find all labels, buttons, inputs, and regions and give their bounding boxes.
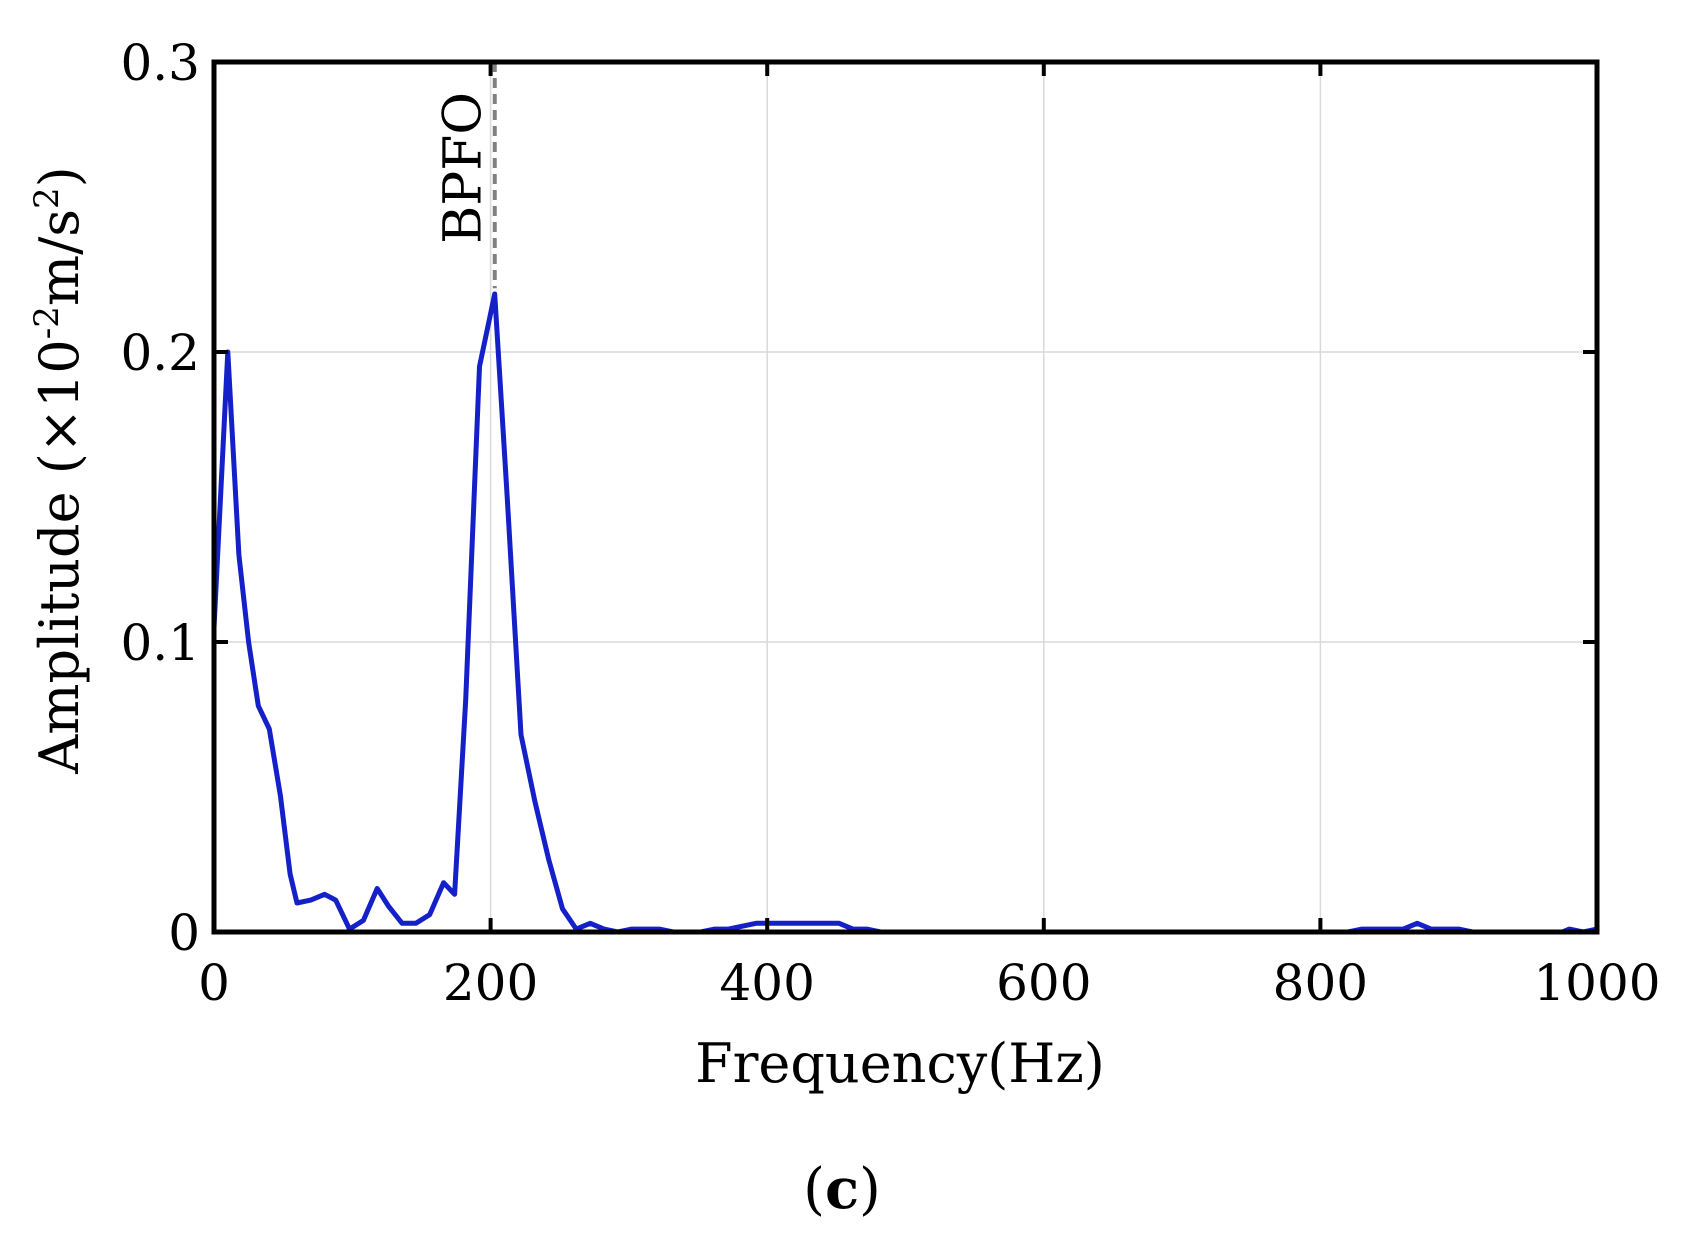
x-tick-label: 200 — [443, 954, 538, 1012]
annotations: BPFO — [434, 62, 497, 289]
panel-label-close: ) — [859, 1157, 881, 1222]
x-tick-label: 0 — [198, 954, 230, 1012]
y-tick-label: 0.1 — [120, 614, 200, 672]
x-tick-label: 400 — [719, 954, 814, 1012]
plot-frame — [211, 59, 1600, 935]
y-axis-label-close: ) — [28, 166, 91, 187]
x-tick-label: 1000 — [1533, 954, 1660, 1012]
grid-lines — [214, 62, 1597, 932]
axes-frame — [211, 59, 1600, 935]
tick-labels: 0 200 400 600 800 1000 0 0.1 0.2 0.3 — [120, 34, 1660, 1012]
series-line — [211, 291, 1598, 935]
y-tick-label: 0 — [168, 904, 200, 962]
x-tick-label: 600 — [996, 954, 1091, 1012]
y-axis-label-exponent: -2 — [27, 306, 67, 339]
y-axis-label-main: Amplitude (×10 — [28, 339, 91, 775]
panel-label-open: ( — [803, 1157, 825, 1222]
panel-label-letter: c — [825, 1156, 859, 1222]
y-axis-label-unit-exponent: 2 — [27, 187, 67, 209]
y-axis-label-unit: m/s — [28, 209, 91, 306]
x-axis-label: Frequency(Hz) — [695, 1032, 1105, 1095]
bpfo-annotation-label: BPFO — [434, 92, 494, 244]
x-tick-label: 800 — [1273, 954, 1368, 1012]
series-lines — [211, 291, 1598, 935]
y-axis-label: Amplitude (×10-2m/s2) — [27, 166, 91, 774]
panel-label: (c) — [803, 1156, 881, 1222]
y-tick-label: 0.2 — [120, 324, 200, 382]
y-tick-label: 0.3 — [120, 34, 200, 92]
